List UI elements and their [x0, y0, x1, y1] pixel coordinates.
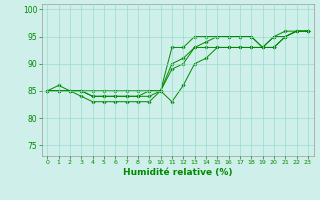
X-axis label: Humidité relative (%): Humidité relative (%)	[123, 168, 232, 177]
